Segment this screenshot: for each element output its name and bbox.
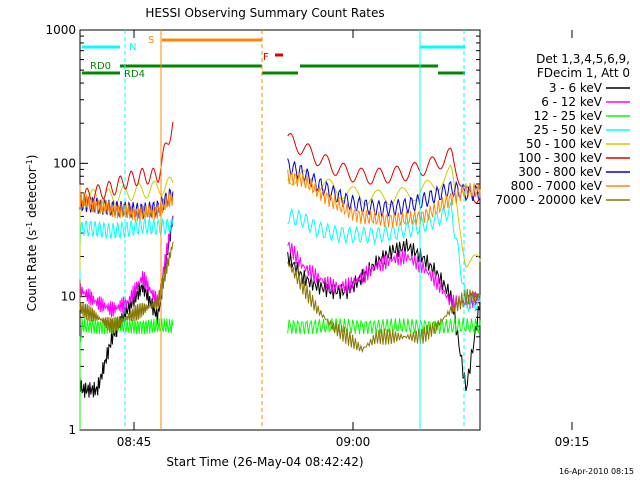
flag-label-S: S (148, 35, 154, 46)
y-tick-label: 1 (68, 423, 76, 437)
series-line (79, 121, 174, 207)
series-8 (79, 241, 481, 354)
series-line (79, 241, 174, 334)
legend-label: 50 - 100 keV (526, 137, 603, 151)
legend-label: 6 - 12 keV (541, 95, 603, 109)
series-line (287, 158, 481, 218)
x-tick-label: 09:00 (336, 435, 371, 449)
y-axis-label: Count Rate (s-1 detector-1) (25, 155, 40, 312)
legend-label: 12 - 25 keV (534, 109, 603, 123)
series-line (287, 238, 481, 392)
legend-label: 3 - 6 keV (549, 81, 603, 95)
series-line (287, 261, 481, 354)
x-axis-label: Start Time (26-May-04 08:42:42) (166, 455, 363, 469)
legend-label: 7000 - 20000 keV (495, 193, 602, 207)
legend-label: 300 - 800 keV (518, 165, 602, 179)
flag-label-RD0: RD0 (90, 61, 111, 72)
legend-label: 100 - 300 keV (518, 151, 602, 165)
y-tick-label: 100 (53, 156, 76, 170)
series-line (287, 132, 481, 204)
footer-timestamp: 16-Apr-2010 08:15 (559, 467, 634, 476)
flag-label-RD4: RD4 (124, 69, 145, 80)
y-tick-label: 1000 (45, 23, 76, 37)
legend-label: 25 - 50 keV (534, 123, 603, 137)
series-line (287, 201, 481, 313)
legend-title-line1: Det 1,3,4,5,6,9, (536, 52, 630, 66)
flag-label-F: F (263, 52, 269, 63)
series-line (79, 318, 174, 430)
legend-title-line2: FDecim 1, Att 0 (537, 66, 630, 80)
legend: Det 1,3,4,5,6,9,FDecim 1, Att 03 - 6 keV… (495, 52, 630, 207)
x-tick-label: 09:15 (555, 435, 590, 449)
series-7 (79, 169, 481, 228)
chart-title: HESSI Observing Summary Count Rates (145, 6, 384, 20)
series-line (79, 184, 174, 222)
y-tick-label: 10 (61, 290, 76, 304)
series-line (79, 176, 174, 271)
plot-area: 110100100008:4509:0009:1509:3009:4510:00… (45, 23, 590, 449)
series-line (287, 241, 481, 311)
series-line (287, 164, 481, 268)
legend-label: 800 - 7000 keV (511, 179, 603, 193)
flag-label-N: N (129, 42, 136, 53)
series-line (287, 169, 481, 228)
x-tick-label: 08:45 (117, 435, 152, 449)
